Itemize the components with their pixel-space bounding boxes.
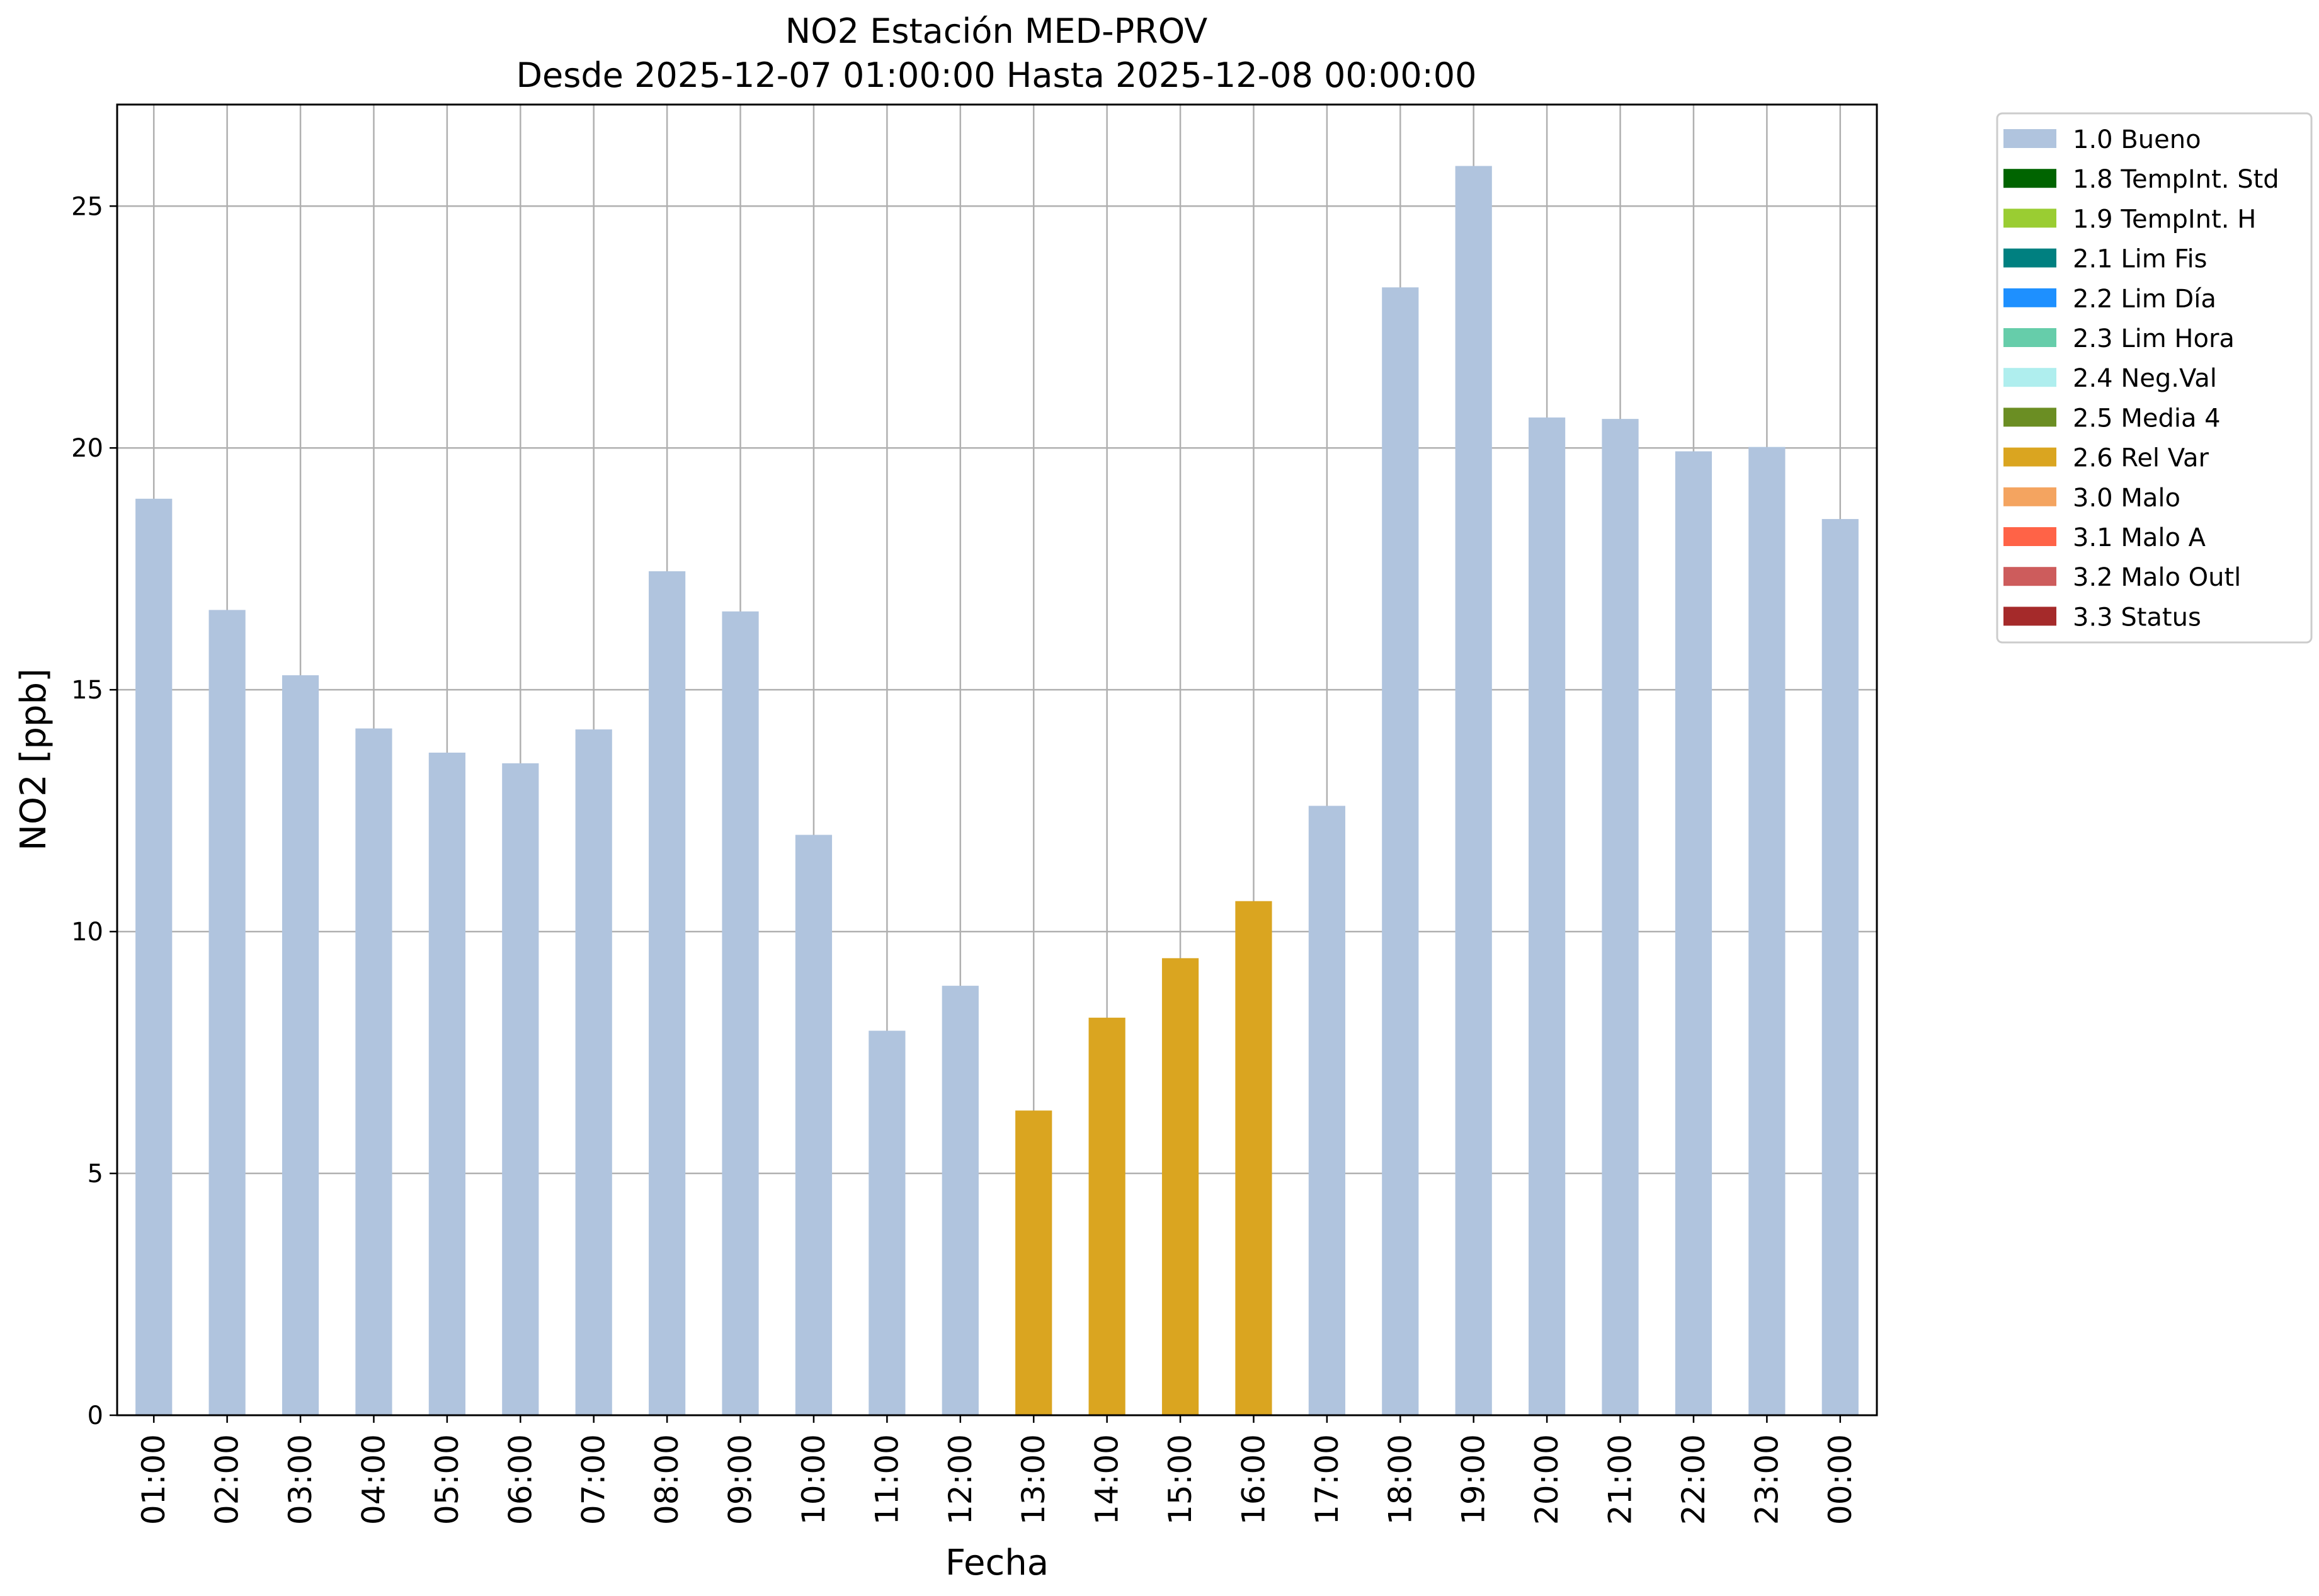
x-tick-label: 22:00 (1675, 1434, 1712, 1525)
legend-label: 2.2 Lim Día (2073, 285, 2216, 314)
x-tick-label: 06:00 (502, 1434, 538, 1525)
bar (1529, 417, 1566, 1416)
bar (722, 611, 759, 1415)
bar (428, 752, 465, 1415)
legend-swatch (2003, 288, 2056, 307)
bar (1675, 451, 1712, 1415)
bar (869, 1030, 906, 1415)
bar (649, 571, 686, 1416)
x-tick-label: 21:00 (1602, 1434, 1639, 1525)
bar (135, 498, 173, 1415)
y-tick-label: 15 (71, 676, 103, 705)
legend-label: 1.8 TempInt. Std (2073, 165, 2279, 194)
legend-swatch (2003, 567, 2056, 586)
legend-swatch (2003, 447, 2056, 467)
x-tick-label: 19:00 (1456, 1434, 1492, 1525)
bar (208, 610, 246, 1415)
legend-label: 2.1 Lim Fis (2073, 245, 2207, 274)
legend-swatch (2003, 607, 2056, 626)
y-tick-label: 25 (71, 192, 103, 221)
y-tick-label: 0 (88, 1401, 103, 1430)
x-tick-label: 15:00 (1162, 1434, 1199, 1525)
x-tick-label: 01:00 (135, 1434, 172, 1525)
bar (1821, 519, 1859, 1416)
bar (942, 986, 979, 1415)
bar (795, 835, 833, 1415)
x-tick-label: 10:00 (795, 1434, 832, 1525)
bar (1161, 958, 1199, 1415)
x-tick-label: 16:00 (1235, 1434, 1272, 1525)
bar (1235, 901, 1272, 1415)
legend-label: 3.1 Malo A (2073, 523, 2206, 552)
legend-label: 1.9 TempInt. H (2073, 205, 2256, 234)
x-tick-label: 03:00 (282, 1434, 319, 1525)
chart-subtitle: Desde 2025-12-07 01:00:00 Hasta 2025-12-… (516, 55, 1476, 95)
x-tick-label: 00:00 (1822, 1434, 1859, 1525)
legend-label: 3.3 Status (2073, 603, 2201, 632)
x-tick-label: 18:00 (1382, 1434, 1418, 1525)
bar (1088, 1017, 1125, 1415)
bar (502, 763, 539, 1415)
x-axis-label: Fecha (945, 1542, 1049, 1583)
x-tick-label: 20:00 (1529, 1434, 1565, 1525)
bar (1308, 806, 1345, 1415)
legend-swatch (2003, 368, 2056, 387)
bar (1602, 419, 1639, 1415)
legend-label: 2.5 Media 4 (2073, 404, 2221, 433)
plot-frame (116, 103, 1878, 1416)
legend-swatch (2003, 487, 2056, 506)
x-tick-label: 08:00 (649, 1434, 685, 1525)
bar (575, 729, 612, 1415)
legend-swatch (2003, 129, 2056, 148)
legend: 1.0 Bueno 1.8 TempInt. Std 1.9 TempInt. H 2… (1996, 112, 2313, 644)
x-tick-label: 23:00 (1748, 1434, 1785, 1525)
x-tick-label: 11:00 (869, 1434, 905, 1525)
legend-label: 2.3 Lim Hora (2073, 324, 2235, 353)
x-axis: 01:00 02:00 03:00 04:00 05:00 06:00 07:00 08:00… (135, 1415, 1859, 1525)
y-axis: 0 5 10 15 20 25 (71, 192, 117, 1430)
legend-swatch (2003, 248, 2056, 268)
legend-swatch (2003, 208, 2056, 228)
bars (135, 166, 1859, 1416)
y-axis-label: NO2 [ppb] (13, 668, 54, 851)
bar (1015, 1110, 1052, 1415)
y-tick-label: 10 (71, 918, 103, 947)
legend-swatch (2003, 328, 2056, 347)
bar (355, 728, 392, 1415)
chart-title: NO2 Estación MED-PROV (785, 11, 1207, 51)
x-tick-label: 12:00 (942, 1434, 979, 1525)
legend-label: 3.2 Malo Outl (2073, 563, 2241, 592)
x-tick-label: 14:00 (1089, 1434, 1125, 1525)
bar (1455, 166, 1492, 1415)
x-tick-label: 17:00 (1309, 1434, 1345, 1525)
x-tick-label: 02:00 (209, 1434, 246, 1525)
legend-label: 2.6 Rel Var (2073, 444, 2209, 473)
bar (1748, 447, 1786, 1415)
bar (282, 675, 319, 1415)
x-tick-label: 07:00 (576, 1434, 612, 1525)
x-tick-label: 13:00 (1015, 1434, 1052, 1525)
legend-label: 3.0 Malo (2073, 484, 2180, 513)
legend-box (1996, 112, 2313, 644)
x-tick-label: 04:00 (355, 1434, 392, 1525)
x-tick-label: 05:00 (429, 1434, 465, 1525)
y-tick-label: 20 (71, 434, 103, 463)
y-tick-label: 5 (88, 1160, 103, 1188)
bar (1382, 287, 1419, 1416)
legend-label: 1.0 Bueno (2073, 125, 2201, 154)
legend-label: 2.4 Neg.Val (2073, 364, 2217, 393)
x-tick-label: 09:00 (722, 1434, 759, 1525)
legend-swatch (2003, 169, 2056, 188)
legend-swatch (2003, 408, 2056, 427)
legend-swatch (2003, 527, 2056, 546)
